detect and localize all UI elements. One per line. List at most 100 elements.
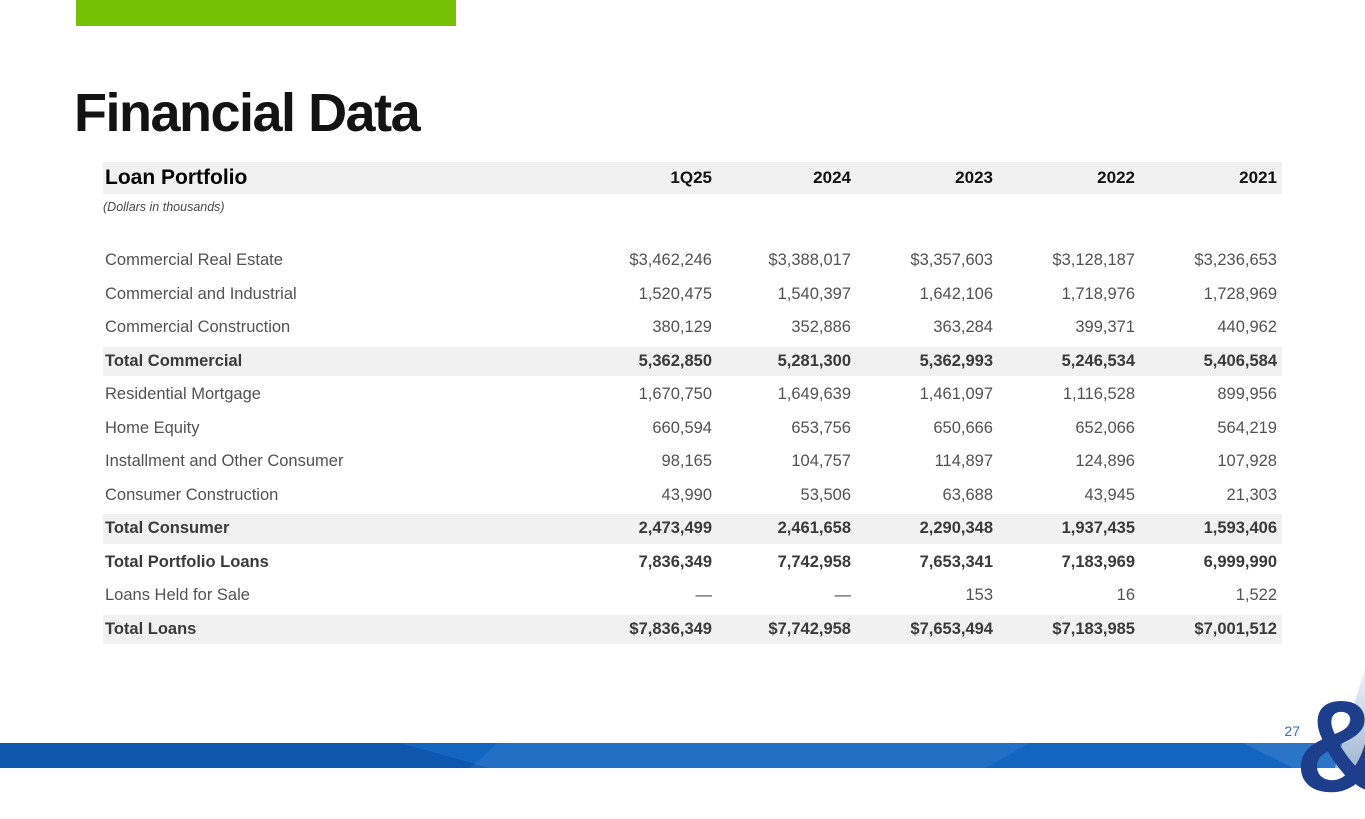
value-2024: 653,756 (791, 418, 851, 437)
value-2023: 153 (965, 586, 993, 605)
row-label: Home Equity (105, 418, 200, 437)
row-label: Loans Held for Sale (105, 586, 250, 605)
value-2024: 53,506 (800, 485, 851, 504)
table-rows: Commercial Real Estate $3,462,246 $3,388… (103, 244, 1282, 646)
value-2021: 1,522 (1235, 586, 1277, 605)
value-2022: 43,945 (1084, 485, 1135, 504)
table-row: Loans Held for Sale — — 153 16 1,522 (103, 579, 1282, 613)
value-2024: 352,886 (791, 318, 851, 337)
table-row: Total Consumer 2,473,499 2,461,658 2,290… (103, 512, 1282, 546)
value-1q25: 43,990 (661, 485, 712, 504)
value-2024: 1,649,639 (777, 385, 851, 404)
table-row: Total Portfolio Loans 7,836,349 7,742,95… (103, 546, 1282, 580)
value-2021: 899,956 (1217, 385, 1277, 404)
value-2022: 16 (1116, 586, 1135, 605)
row-label: Total Commercial (105, 351, 243, 370)
value-2021: 1,728,969 (1203, 284, 1277, 303)
table-row: Total Commercial 5,362,850 5,281,300 5,3… (103, 344, 1282, 378)
value-2021: 6,999,990 (1203, 552, 1277, 571)
value-2021: 440,962 (1217, 318, 1277, 337)
row-label: Total Loans (105, 619, 197, 638)
value-2024: 7,742,958 (777, 552, 851, 571)
value-2021: 1,593,406 (1203, 519, 1277, 538)
value-2023: 650,666 (933, 418, 993, 437)
table-subtitle: (Dollars in thousands) (103, 200, 225, 214)
value-1q25: 2,473,499 (638, 519, 712, 538)
value-2024: 2,461,658 (777, 519, 851, 538)
value-2022: 652,066 (1075, 418, 1135, 437)
column-header-2023: 2023 (955, 168, 993, 187)
table-row: Commercial and Industrial 1,520,475 1,54… (103, 278, 1282, 312)
value-2024: 104,757 (791, 452, 851, 471)
value-2024: — (834, 586, 852, 605)
value-2021: 21,303 (1226, 485, 1277, 504)
table-row: Total Loans $7,836,349 $7,742,958 $7,653… (103, 612, 1282, 646)
value-2023: 1,461,097 (919, 385, 993, 404)
value-2022: 5,246,534 (1061, 351, 1135, 370)
table-row: Residential Mortgage 1,670,750 1,649,639… (103, 378, 1282, 412)
value-2023: 1,642,106 (919, 284, 993, 303)
value-2022: 1,937,435 (1061, 519, 1135, 538)
table-header-row: Loan Portfolio 1Q25 2024 2023 2022 2021 (103, 162, 1282, 194)
value-1q25: 1,520,475 (638, 284, 712, 303)
value-1q25: 380,129 (652, 318, 712, 337)
column-header-2024: 2024 (813, 168, 851, 187)
accent-bar (76, 0, 456, 26)
column-header-1q25: 1Q25 (670, 168, 712, 187)
value-2023: 5,362,993 (919, 351, 993, 370)
value-2022: $7,183,985 (1052, 619, 1135, 638)
value-1q25: 7,836,349 (638, 552, 712, 571)
value-2022: 1,718,976 (1061, 284, 1135, 303)
value-2022: 1,116,528 (1062, 385, 1135, 404)
value-2022: 124,896 (1075, 452, 1135, 471)
value-1q25: 5,362,850 (638, 351, 712, 370)
row-label: Commercial and Industrial (105, 284, 297, 303)
value-2023: $3,357,603 (910, 251, 993, 270)
row-label: Commercial Real Estate (105, 251, 283, 270)
row-label: Total Consumer (105, 519, 230, 538)
value-2024: $3,388,017 (768, 251, 851, 270)
value-2024: 1,540,397 (777, 284, 851, 303)
page-number: 27 (1284, 723, 1300, 739)
value-1q25: 98,165 (661, 452, 712, 471)
footer-wave-band (0, 743, 1365, 768)
value-2023: 7,653,341 (919, 552, 993, 571)
value-2021: 564,219 (1217, 418, 1277, 437)
value-2023: $7,653,494 (910, 619, 993, 638)
row-label: Total Portfolio Loans (105, 552, 269, 571)
value-2024: 5,281,300 (777, 351, 851, 370)
table-row: Commercial Real Estate $3,462,246 $3,388… (103, 244, 1282, 278)
value-2024: $7,742,958 (768, 619, 851, 638)
value-1q25: 660,594 (652, 418, 712, 437)
row-label: Residential Mortgage (105, 385, 261, 404)
value-2023: 114,897 (934, 452, 993, 471)
value-2022: 7,183,969 (1061, 552, 1135, 571)
value-1q25: 1,670,750 (638, 385, 712, 404)
ampersand-logo-icon: & (1295, 681, 1365, 811)
row-label: Commercial Construction (105, 318, 291, 337)
value-2023: 363,284 (933, 318, 993, 337)
value-2021: $3,236,653 (1194, 251, 1277, 270)
row-label: Installment and Other Consumer (105, 452, 344, 471)
table-title: Loan Portfolio (105, 166, 248, 189)
value-1q25: $7,836,349 (629, 619, 712, 638)
table-row: Home Equity 660,594 653,756 650,666 652,… (103, 412, 1282, 446)
column-header-2022: 2022 (1097, 168, 1135, 187)
value-1q25: $3,462,246 (629, 251, 712, 270)
value-2023: 2,290,348 (919, 519, 993, 538)
footer-wave-light-segment (470, 743, 1030, 768)
value-2021: 107,928 (1217, 452, 1277, 471)
value-2021: $7,001,512 (1194, 619, 1277, 638)
table-row: Commercial Construction 380,129 352,886 … (103, 311, 1282, 345)
column-header-2021: 2021 (1239, 168, 1277, 187)
value-2022: $3,128,187 (1052, 251, 1135, 270)
value-1q25: — (695, 586, 713, 605)
page-title: Financial Data (74, 83, 421, 144)
table-row: Installment and Other Consumer 98,165 10… (103, 445, 1282, 479)
table-row: Consumer Construction 43,990 53,506 63,6… (103, 479, 1282, 513)
row-label: Consumer Construction (105, 485, 279, 504)
footer-wave-dark-segment (0, 743, 490, 768)
value-2022: 399,371 (1075, 318, 1135, 337)
value-2023: 63,688 (942, 485, 993, 504)
value-2021: 5,406,584 (1203, 351, 1277, 370)
